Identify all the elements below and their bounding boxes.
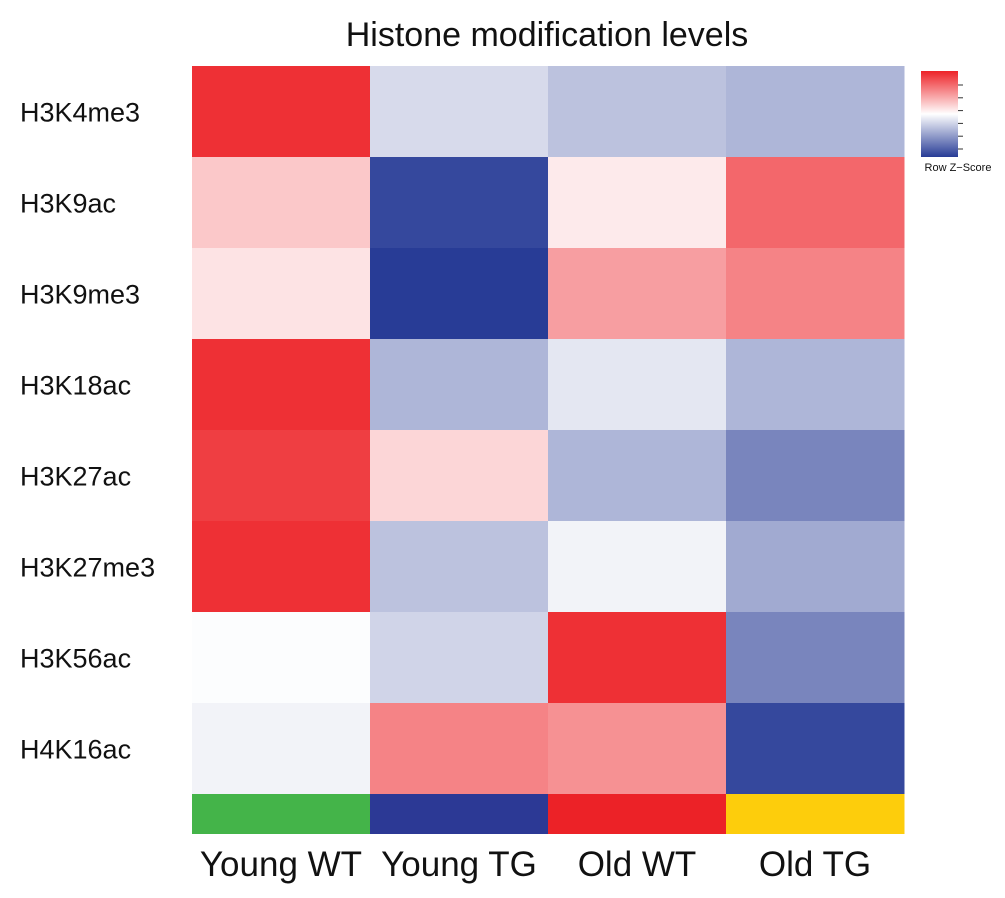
heatmap-cells bbox=[192, 66, 905, 795]
heatmap-cell bbox=[726, 521, 905, 613]
column-label: Old WT bbox=[578, 845, 697, 884]
heatmap-cell bbox=[192, 430, 371, 522]
row-labels: H3K4me3 H3K9ac H3K9me3 H3K18ac H3K27ac H3K27m… bbox=[20, 98, 155, 765]
color-legend-gradient bbox=[921, 71, 958, 157]
heatmap-cell bbox=[370, 703, 549, 795]
heatmap-cell bbox=[726, 612, 905, 704]
heatmap-cell bbox=[726, 703, 905, 795]
heatmap-cell bbox=[370, 430, 549, 522]
heatmap-cell bbox=[548, 339, 727, 431]
column-label: Young WT bbox=[200, 845, 362, 884]
heatmap-cell bbox=[726, 339, 905, 431]
heatmap-cell bbox=[726, 430, 905, 522]
heatmap-cell bbox=[726, 248, 905, 340]
heatmap-cell bbox=[548, 430, 727, 522]
heatmap-cell bbox=[370, 66, 549, 158]
heatmap-cell bbox=[370, 248, 549, 340]
heatmap-cell bbox=[548, 703, 727, 795]
heatmap-cell bbox=[192, 612, 371, 704]
row-label: H3K9me3 bbox=[20, 280, 140, 310]
column-labels: Young WT Young TG Old WT Old TG bbox=[200, 845, 871, 884]
heatmap-cell bbox=[370, 612, 549, 704]
column-annotation-swatch bbox=[726, 794, 905, 834]
row-label: H3K27me3 bbox=[20, 553, 155, 583]
color-legend-label: Row Z−Score bbox=[925, 162, 992, 174]
column-label: Young TG bbox=[381, 845, 537, 884]
row-label: H3K4me3 bbox=[20, 98, 140, 128]
heatmap-cell bbox=[726, 66, 905, 158]
heatmap-cell bbox=[548, 612, 727, 704]
column-label: Old TG bbox=[759, 845, 871, 884]
row-label: H3K27ac bbox=[20, 462, 131, 492]
heatmap-cell bbox=[192, 521, 371, 613]
heatmap-cell bbox=[192, 703, 371, 795]
heatmap-cell bbox=[192, 157, 371, 249]
heatmap-cell bbox=[370, 339, 549, 431]
heatmap-cell bbox=[192, 248, 371, 340]
heatmap-cell bbox=[548, 521, 727, 613]
heatmap-cell bbox=[726, 157, 905, 249]
chart-title: Histone modification levels bbox=[346, 16, 749, 54]
heatmap-cell bbox=[192, 66, 371, 158]
column-annotation-bar bbox=[192, 794, 905, 834]
row-label: H3K9ac bbox=[20, 189, 116, 219]
column-annotation-swatch bbox=[370, 794, 549, 834]
row-label: H3K56ac bbox=[20, 644, 131, 674]
row-label: H4K16ac bbox=[20, 735, 131, 765]
color-legend-ticks bbox=[958, 84, 963, 150]
heatmap-cell bbox=[548, 248, 727, 340]
heatmap-cell bbox=[370, 157, 549, 249]
heatmap-cell bbox=[192, 339, 371, 431]
heatmap-cell bbox=[370, 521, 549, 613]
color-legend: Row Z−Score bbox=[921, 71, 991, 174]
column-annotation-swatch bbox=[192, 794, 371, 834]
row-label: H3K18ac bbox=[20, 371, 131, 401]
heatmap-cell bbox=[548, 66, 727, 158]
heatmap-cell bbox=[548, 157, 727, 249]
column-annotation-swatch bbox=[548, 794, 727, 834]
